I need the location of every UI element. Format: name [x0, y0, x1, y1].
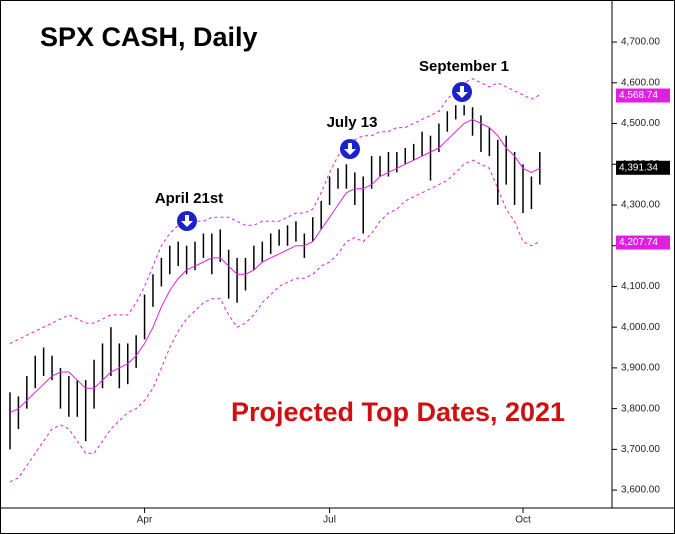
y-tick-label: 4,100.00: [621, 281, 660, 292]
y-tick-label: 4,300.00: [621, 200, 660, 211]
annotation: April 21st: [155, 190, 223, 207]
arrow: [456, 86, 468, 98]
y-tick-label: 3,800.00: [621, 403, 660, 414]
chart-title: SPX CASH, Daily: [40, 22, 258, 52]
arrow: [344, 143, 356, 155]
y-tick-label: 3,700.00: [621, 444, 660, 455]
price-label-box: [616, 235, 670, 250]
annotation: September 1: [419, 58, 509, 75]
price-label: 4,207.74: [619, 237, 658, 248]
x-tick-label: Jul: [323, 515, 336, 526]
moving-average: [9, 118, 541, 414]
price-label-box: [616, 88, 670, 103]
price-label: 4,568.74: [619, 90, 658, 101]
price-label-box: [616, 160, 670, 175]
y-tick-label: 4,600.00: [621, 77, 660, 88]
y-tick-label: 4,500.00: [621, 118, 660, 129]
x-tick-label: Oct: [515, 515, 531, 526]
y-tick-label: 3,900.00: [621, 363, 660, 374]
y-tick-label: 4,000.00: [621, 322, 660, 333]
y-tick-label: 3,600.00: [621, 485, 660, 496]
lower-band: [9, 159, 541, 483]
arrow: [181, 215, 193, 227]
subtitle: Projected Top Dates, 2021: [231, 397, 565, 427]
y-tick-label: 4,700.00: [621, 37, 660, 48]
price-label: 4,391.34: [619, 162, 658, 173]
x-tick-label: Apr: [137, 515, 153, 526]
upper-band: [9, 78, 541, 344]
annotation: July 13: [327, 114, 378, 131]
